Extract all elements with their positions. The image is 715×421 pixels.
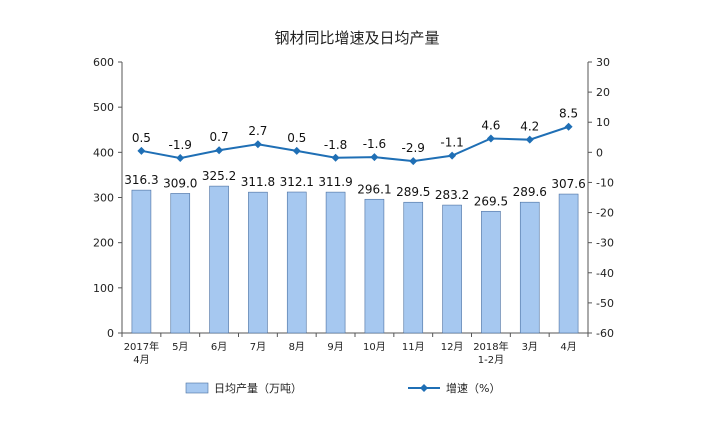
line-point (564, 122, 573, 131)
line-point (331, 153, 340, 162)
line-value-label: 2.7 (248, 124, 267, 138)
y-left-tick-label: 300 (93, 192, 114, 205)
line-value-label: -1.1 (440, 136, 463, 150)
x-tick-label: 7月 (250, 341, 266, 353)
x-tick-label: 3月 (522, 341, 538, 353)
line-value-label: 8.5 (559, 107, 578, 121)
line-point (292, 146, 301, 155)
bar-value-label: 311.9 (318, 175, 352, 189)
line-value-label: 0.7 (210, 130, 229, 144)
y-left-tick-label: 0 (107, 327, 114, 340)
x-tick-label: 12月 (441, 341, 464, 353)
legend-bar-swatch (185, 382, 209, 394)
line-point (448, 151, 457, 160)
line-value-label: -2.9 (402, 141, 425, 155)
x-tick-label: 4月 (133, 354, 149, 366)
y-right-tick-label: 30 (596, 56, 610, 69)
line-point (137, 146, 146, 155)
line-point (370, 153, 379, 162)
bar-value-label: 289.6 (513, 185, 547, 199)
x-tick-label: 6月 (211, 341, 227, 353)
chart-title: 钢材同比增速及日均产量 (274, 29, 439, 47)
bar (209, 185, 229, 334)
x-tick-label: 1-2月 (478, 354, 504, 366)
bar (558, 193, 579, 334)
legend-line-label: 增速（%） (446, 381, 500, 395)
bar (131, 189, 152, 334)
bar-value-label: 309.0 (163, 176, 197, 190)
y-left-tick-label: 200 (93, 237, 114, 250)
x-tick-label: 11月 (402, 341, 425, 353)
y-left-tick-label: 600 (93, 56, 114, 69)
bar-value-label: 269.5 (474, 194, 508, 208)
y-right-tick-label: -50 (596, 297, 614, 310)
bar-value-label: 316.3 (124, 173, 158, 187)
line-value-label: 0.5 (287, 131, 306, 145)
line-point (486, 134, 495, 143)
line-value-label: -1.8 (324, 138, 347, 152)
bar-value-label: 289.5 (396, 185, 430, 199)
bar (170, 193, 191, 334)
x-tick-label: 2017年 (124, 340, 159, 353)
bar (481, 210, 501, 334)
y-right-tick-label: -20 (596, 207, 614, 220)
bar-value-label: 325.2 (202, 169, 236, 183)
bar-value-label: 283.2 (435, 188, 469, 202)
bar (442, 204, 462, 334)
bar (364, 198, 385, 334)
line-point (525, 135, 534, 144)
legend-line-marker (420, 384, 428, 392)
x-tick-label: 8月 (289, 341, 305, 353)
y-right-tick-label: 20 (596, 86, 610, 99)
x-tick-label: 9月 (327, 341, 343, 353)
y-left-tick-label: 500 (93, 101, 114, 114)
line-value-label: -1.6 (363, 137, 386, 151)
growth-line (141, 125, 569, 163)
line-value-label: -1.9 (169, 138, 192, 152)
bar (403, 201, 424, 334)
y-right-tick-label: -40 (596, 267, 614, 280)
bar-value-label: 307.6 (551, 177, 585, 191)
y-right-tick-label: -60 (596, 327, 614, 340)
bar (286, 191, 307, 334)
x-tick-label: 10月 (363, 341, 386, 353)
x-tick-label: 4月 (560, 341, 576, 353)
bar (325, 191, 346, 334)
bar-value-label: 311.8 (241, 175, 275, 189)
y-left-tick-label: 400 (93, 146, 114, 159)
line-point (253, 140, 262, 149)
y-right-tick-label: 0 (596, 146, 603, 159)
y-right-tick-label: -30 (596, 237, 614, 250)
bar-value-label: 296.1 (357, 182, 391, 196)
line-value-label: 4.2 (520, 120, 539, 134)
line-point (215, 146, 224, 155)
line-value-label: 0.5 (132, 131, 151, 145)
y-right-tick-label: 10 (596, 116, 610, 129)
y-left-tick-label: 100 (93, 282, 114, 295)
line-value-label: 4.6 (481, 118, 500, 132)
x-tick-label: 5月 (172, 341, 188, 353)
x-tick-label: 2018年 (473, 340, 508, 353)
bar-value-label: 312.1 (280, 175, 314, 189)
y-right-tick-label: -10 (596, 176, 614, 189)
line-point (176, 154, 185, 163)
bar (519, 201, 540, 334)
line-point (409, 157, 418, 166)
legend: 日均产量（万吨） 增速（%） (185, 381, 500, 395)
bar (248, 191, 268, 334)
legend-bar-label: 日均产量（万吨） (214, 381, 302, 395)
